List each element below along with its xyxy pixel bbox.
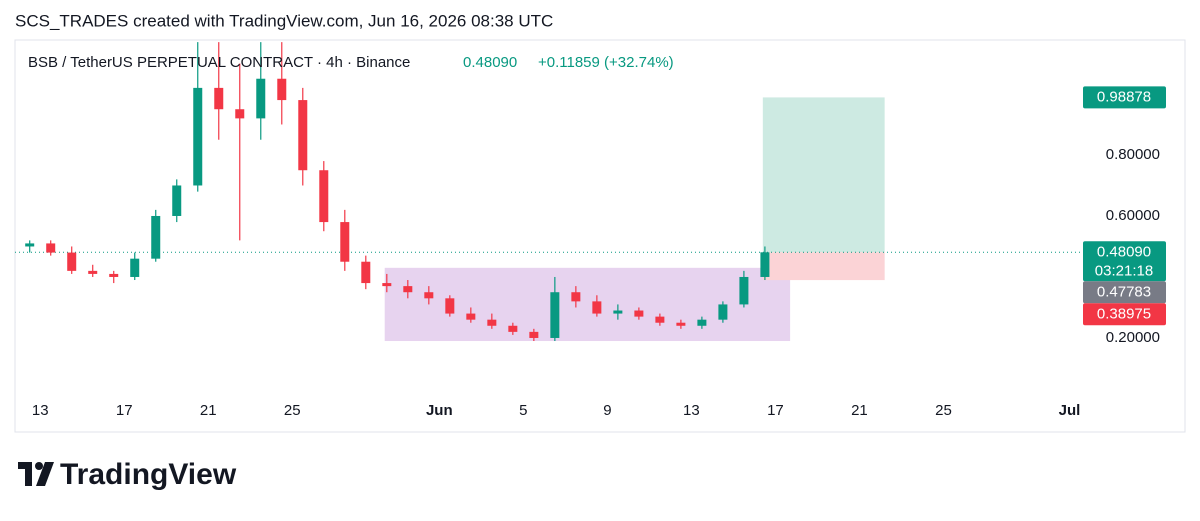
candle-body — [214, 87, 224, 110]
candle-body — [382, 283, 392, 287]
candle-body — [46, 243, 56, 253]
price-label-box — [1083, 241, 1166, 282]
chart-frame — [14, 39, 1186, 433]
candle-body — [424, 292, 434, 299]
price-label: 0.47783 — [1097, 283, 1151, 300]
stop-zone — [762, 252, 885, 281]
candle-body — [676, 322, 686, 326]
candle-body — [634, 310, 644, 317]
candle-body — [109, 273, 119, 277]
x-tick-label: 5 — [519, 402, 527, 419]
candle-body — [340, 222, 350, 262]
candle-body — [739, 276, 749, 305]
candle-body — [466, 313, 476, 320]
x-tick-label: 25 — [935, 402, 952, 419]
price-label: 0.38975 — [1097, 305, 1151, 322]
symbol: BSB / TetherUS PERPETUAL CONTRACT · 4h ·… — [28, 54, 410, 71]
change: +0.11859 (+32.74%) — [538, 54, 674, 71]
x-tick-label: 13 — [683, 402, 700, 419]
price-label-box — [1083, 303, 1166, 326]
price-label: 0.48090 — [1097, 243, 1151, 260]
candle-body — [613, 310, 623, 314]
price-label: 0.98878 — [1097, 88, 1151, 105]
overlay: 13 17 21 25 Jun 5 9 13 17 21 25 Jul 0.20000 0.60000 0.… — [32, 86, 1166, 419]
candle-body — [298, 100, 308, 171]
x-tick-label: 13 — [32, 402, 49, 419]
candle-body — [403, 286, 413, 293]
x-tick-label: 17 — [116, 402, 133, 419]
candle-body — [760, 252, 770, 277]
candle-body — [697, 319, 707, 326]
candle-body — [550, 292, 560, 338]
price-label-box — [1083, 86, 1166, 109]
y-tick-label: 0.80000 — [1106, 146, 1160, 163]
candle-body — [193, 87, 203, 186]
candle-body — [88, 270, 98, 274]
target-zone — [762, 97, 885, 253]
y-tick-label: 0.20000 — [1106, 329, 1160, 346]
candle-body — [151, 215, 161, 259]
candle-body — [529, 331, 539, 338]
last-price: 0.48090 — [463, 54, 517, 71]
x-tick-label: 21 — [200, 402, 217, 419]
candle-body — [445, 298, 455, 314]
header: SCS_TRADES created with TradingView.com,… — [15, 11, 553, 30]
candle-body — [487, 319, 497, 326]
logo-text: TradingView — [60, 458, 237, 491]
x-tick-label: Jun — [426, 402, 453, 419]
candle-body — [571, 292, 581, 302]
candle-body — [718, 304, 728, 320]
candle-body — [25, 243, 35, 247]
candle-body — [67, 252, 77, 271]
candle-body — [277, 78, 287, 101]
price-label-box — [1083, 281, 1166, 304]
countdown: 03:21:18 — [1095, 262, 1153, 279]
candle-body — [172, 185, 182, 216]
candle-body — [319, 170, 329, 223]
candle-body — [130, 258, 140, 277]
y-tick-label: 0.60000 — [1106, 207, 1160, 224]
candle-body — [361, 261, 371, 284]
x-tick-label: 21 — [851, 402, 868, 419]
candle-body — [592, 301, 602, 314]
logo-mark — [18, 462, 54, 486]
x-tick-label: 9 — [603, 402, 611, 419]
candle-body — [508, 325, 518, 332]
plot-area — [15, 42, 1080, 342]
candle-body — [256, 78, 266, 119]
x-tick-label: 17 — [767, 402, 784, 419]
candle-body — [235, 109, 245, 119]
candle-body — [655, 316, 665, 323]
x-tick-label: 25 — [284, 402, 301, 419]
x-tick-label: Jul — [1059, 402, 1081, 419]
